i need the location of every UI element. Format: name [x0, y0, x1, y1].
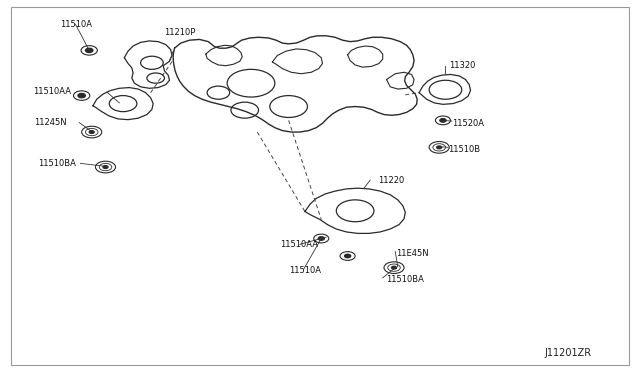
Text: 11320: 11320	[449, 61, 476, 70]
Circle shape	[85, 48, 93, 52]
Text: 11E45N: 11E45N	[397, 248, 429, 257]
Circle shape	[89, 131, 94, 134]
Text: 11210P: 11210P	[164, 28, 196, 37]
Text: 11510BA: 11510BA	[38, 159, 76, 168]
Text: 11220: 11220	[378, 176, 404, 185]
Text: 11510A: 11510A	[289, 266, 321, 275]
Circle shape	[318, 237, 324, 240]
Text: 11245N: 11245N	[34, 118, 67, 127]
Text: 11510AA: 11510AA	[280, 240, 318, 249]
Circle shape	[78, 93, 85, 98]
Circle shape	[103, 166, 108, 169]
Text: 11510A: 11510A	[60, 20, 92, 29]
Circle shape	[344, 254, 351, 258]
Circle shape	[392, 266, 397, 269]
Circle shape	[440, 119, 446, 122]
Text: 11510AA: 11510AA	[33, 87, 71, 96]
Text: 11520A: 11520A	[452, 119, 484, 128]
Text: 11510B: 11510B	[448, 145, 480, 154]
Text: 11510BA: 11510BA	[387, 275, 424, 284]
Text: J11201ZR: J11201ZR	[545, 348, 591, 358]
Circle shape	[436, 146, 442, 149]
